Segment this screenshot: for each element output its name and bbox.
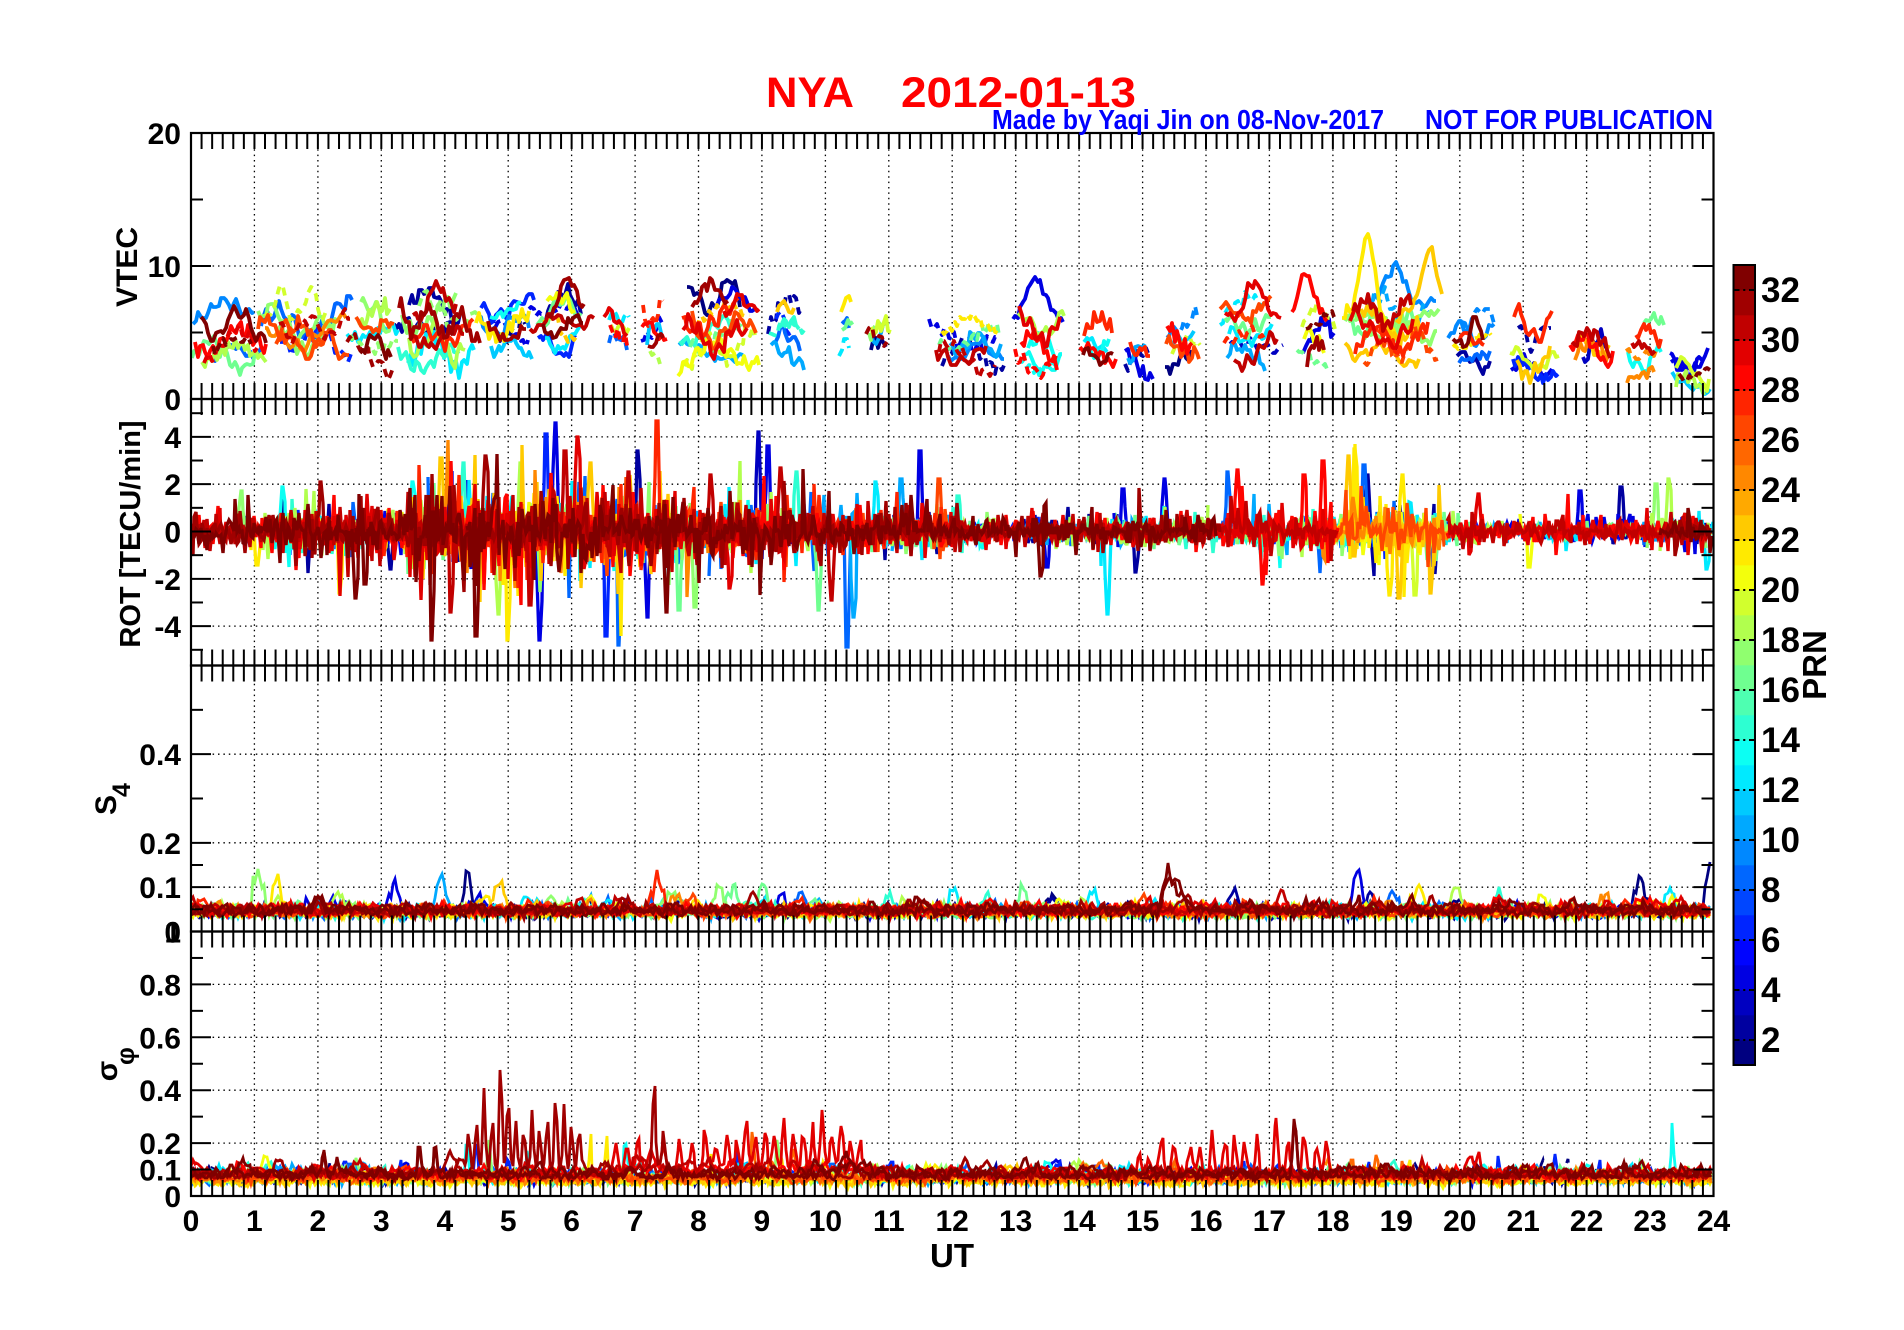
svg-text:1: 1 — [246, 1205, 263, 1238]
svg-text:-4: -4 — [154, 611, 181, 644]
svg-text:10: 10 — [148, 251, 181, 284]
svg-text:24: 24 — [1761, 471, 1800, 510]
svg-text:0: 0 — [164, 384, 181, 417]
svg-text:0.6: 0.6 — [139, 1022, 181, 1055]
svg-text:8: 8 — [690, 1205, 707, 1238]
svg-text:S: S — [90, 795, 123, 815]
svg-text:NYA: NYA — [766, 69, 854, 117]
svg-text:11: 11 — [873, 1205, 905, 1238]
svg-text:6: 6 — [563, 1205, 580, 1238]
svg-text:VTEC: VTEC — [111, 227, 144, 307]
svg-text:4: 4 — [436, 1205, 453, 1238]
svg-text:2012-01-13: 2012-01-13 — [901, 69, 1136, 117]
svg-text:22: 22 — [1570, 1205, 1603, 1238]
svg-text:13: 13 — [999, 1205, 1032, 1238]
svg-text:0: 0 — [164, 517, 181, 550]
svg-text:20: 20 — [148, 118, 181, 151]
svg-text:2: 2 — [1761, 1021, 1780, 1060]
svg-text:12: 12 — [936, 1205, 969, 1238]
svg-text:19: 19 — [1380, 1205, 1413, 1238]
svg-text:2: 2 — [164, 469, 181, 502]
svg-text:3: 3 — [373, 1205, 390, 1238]
svg-text:PRN: PRN — [1796, 630, 1833, 700]
svg-text:0.4: 0.4 — [139, 739, 181, 772]
svg-text:4: 4 — [1761, 971, 1781, 1010]
svg-text:0: 0 — [164, 917, 181, 950]
svg-text:15: 15 — [1126, 1205, 1159, 1238]
svg-text:0.8: 0.8 — [139, 969, 181, 1002]
svg-text:0.4: 0.4 — [139, 1075, 181, 1108]
svg-text:12: 12 — [1761, 771, 1800, 810]
svg-text:23: 23 — [1633, 1205, 1666, 1238]
svg-text:21: 21 — [1507, 1205, 1540, 1238]
svg-text:-2: -2 — [154, 564, 181, 597]
svg-text:σ: σ — [91, 1061, 124, 1082]
svg-text:8: 8 — [1761, 871, 1780, 910]
svg-text:2: 2 — [310, 1205, 327, 1238]
svg-text:16: 16 — [1761, 671, 1800, 710]
svg-text:Made by Yaqi Jin on 08-Nov-201: Made by Yaqi Jin on 08-Nov-2017 — [992, 104, 1384, 135]
svg-text:22: 22 — [1761, 521, 1800, 560]
svg-text:5: 5 — [500, 1205, 517, 1238]
svg-text:26: 26 — [1761, 421, 1800, 460]
svg-text:14: 14 — [1062, 1205, 1096, 1238]
svg-text:17: 17 — [1253, 1205, 1286, 1238]
svg-text:10: 10 — [1761, 821, 1800, 860]
svg-text:32: 32 — [1761, 271, 1800, 310]
svg-text:0.2: 0.2 — [139, 1128, 181, 1161]
svg-text:18: 18 — [1316, 1205, 1349, 1238]
svg-text:28: 28 — [1761, 371, 1800, 410]
svg-text:20: 20 — [1443, 1205, 1476, 1238]
svg-text:0.1: 0.1 — [139, 872, 181, 905]
svg-text:6: 6 — [1761, 921, 1780, 960]
svg-text:0: 0 — [183, 1205, 200, 1238]
svg-text:9: 9 — [754, 1205, 771, 1238]
svg-text:7: 7 — [627, 1205, 644, 1238]
svg-text:16: 16 — [1189, 1205, 1222, 1238]
svg-text:0.1: 0.1 — [139, 1155, 181, 1188]
svg-text:UT: UT — [930, 1237, 974, 1274]
svg-text:NOT FOR PUBLICATION: NOT FOR PUBLICATION — [1425, 104, 1713, 135]
svg-text:24: 24 — [1697, 1205, 1731, 1238]
svg-text:4: 4 — [164, 422, 181, 455]
svg-text:φ: φ — [112, 1047, 140, 1065]
svg-text:20: 20 — [1761, 571, 1800, 610]
svg-text:18: 18 — [1761, 621, 1800, 660]
svg-text:4: 4 — [108, 783, 136, 797]
svg-text:ROT [TECU/min]: ROT [TECU/min] — [115, 420, 147, 647]
svg-text:0.2: 0.2 — [139, 828, 181, 861]
svg-text:10: 10 — [809, 1205, 842, 1238]
svg-text:30: 30 — [1761, 321, 1800, 360]
svg-text:0: 0 — [164, 1181, 181, 1214]
svg-text:14: 14 — [1761, 721, 1800, 760]
svg-text:1: 1 — [164, 917, 181, 950]
